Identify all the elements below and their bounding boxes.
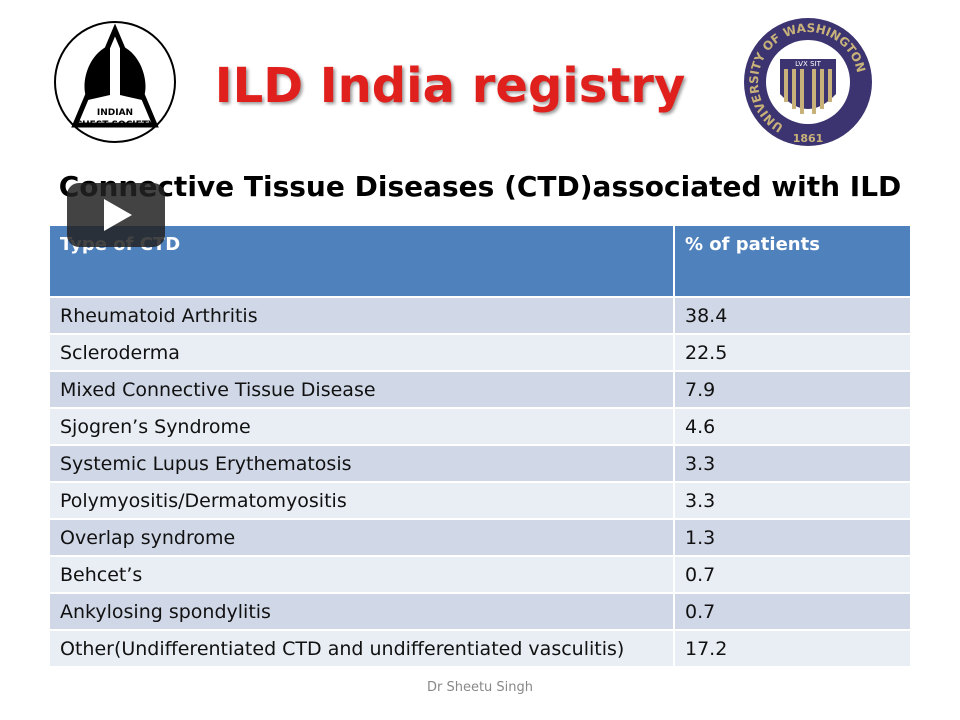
logo-text: CHEST SOCIETY (76, 120, 155, 130)
ctd-cell: Scleroderma (48, 333, 675, 372)
ctd-cell: Mixed Connective Tissue Disease (48, 370, 675, 409)
seal-year: 1861 (793, 132, 824, 145)
table-row: Systemic Lupus Erythematosis 3.3 (48, 444, 912, 483)
ctd-cell: Sjogren’s Syndrome (48, 407, 675, 446)
footer: Dr Sheetu Singh (426, 680, 534, 695)
subtitle: Connective Tissue Diseases (CTD)associat… (58, 170, 902, 203)
table-row: Overlap syndrome 1.3 (48, 518, 912, 557)
percent-cell: 38.4 (673, 296, 912, 335)
ctd-cell: Ankylosing spondylitis (48, 592, 675, 631)
percent-cell: 0.7 (673, 555, 912, 594)
percent-cell: 17.2 (673, 629, 912, 668)
table-row: Scleroderma 22.5 (48, 333, 912, 372)
table-row: Behcet’s 0.7 (48, 555, 912, 594)
table-row: Rheumatoid Arthritis 38.4 (48, 296, 912, 335)
university-seal: UNIVERSITY OF WASHINGTON LVX SIT 1861 (744, 18, 872, 146)
ctd-cell: Overlap syndrome (48, 518, 675, 557)
table-row: Sjogren’s Syndrome 4.6 (48, 407, 912, 446)
header-row: Type of CTD% of patients (48, 224, 912, 298)
play-button[interactable] (66, 182, 166, 248)
seal-motto: LVX SIT (795, 60, 821, 68)
percent-cell: 3.3 (673, 481, 912, 520)
table-row: Polymyositis/Dermatomyositis 3.3 (48, 481, 912, 520)
ctd-cell: Rheumatoid Arthritis (48, 296, 675, 335)
percent-cell: 3.3 (673, 444, 912, 483)
ctd-cell: Systemic Lupus Erythematosis (48, 444, 675, 483)
percent-cell: 22.5 (673, 333, 912, 372)
table-row: Ankylosing spondylitis 0.7 (48, 592, 912, 631)
ctd-cell: Other(Undifferentiated CTD and undiffere… (48, 629, 675, 668)
table-row: Mixed Connective Tissue Disease 7.9 (48, 370, 912, 409)
ctd-cell: Behcet’s (48, 555, 675, 594)
chest-society-logo: INDIAN CHEST SOCIETY (54, 21, 176, 143)
percent-cell: 1.3 (673, 518, 912, 557)
logo-text: INDIAN (97, 108, 133, 118)
percent-cell: 4.6 (673, 407, 912, 446)
table-row: Other(Undifferentiated CTD and undiffere… (48, 629, 912, 668)
title: ILD India registry (214, 58, 686, 114)
percent-cell: 0.7 (673, 592, 912, 631)
percent-cell: 7.9 (673, 370, 912, 409)
column-header: % of patients (673, 224, 912, 298)
ctd-cell: Polymyositis/Dermatomyositis (48, 481, 675, 520)
